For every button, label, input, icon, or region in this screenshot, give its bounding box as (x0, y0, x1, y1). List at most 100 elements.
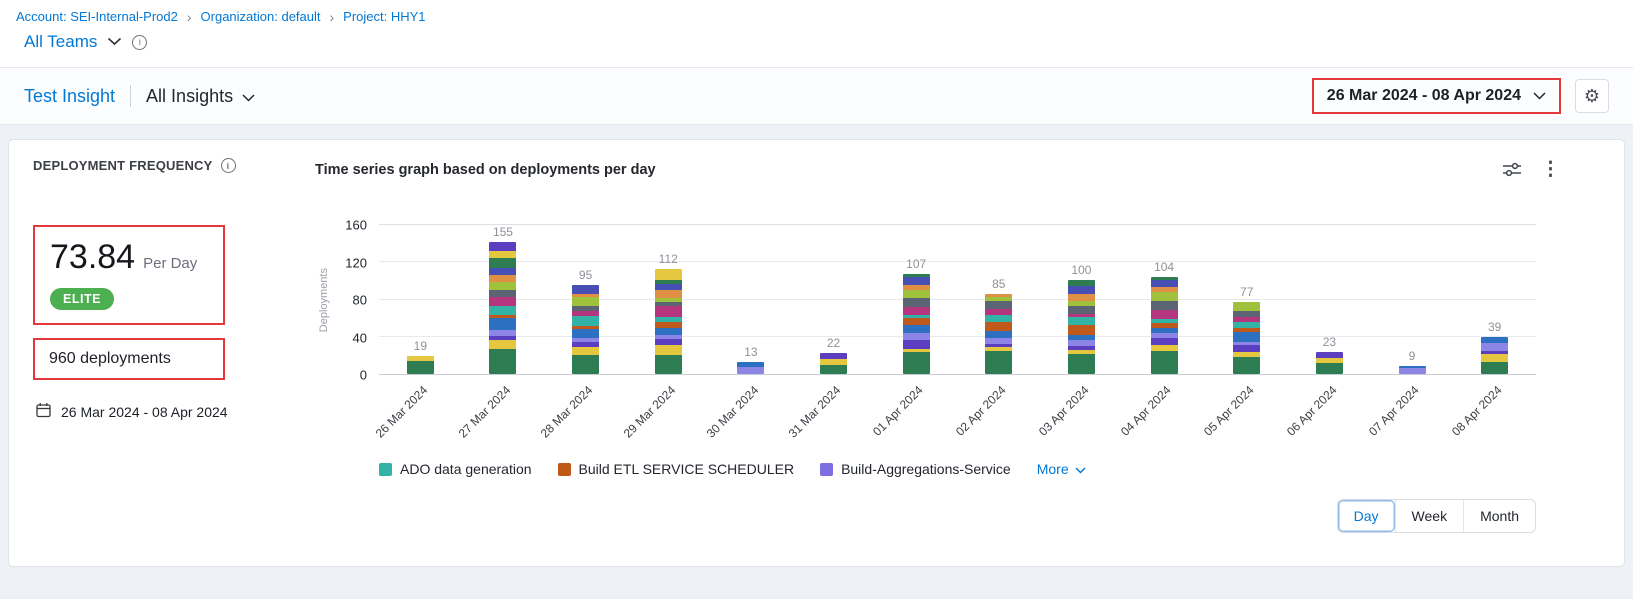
legend-swatch (820, 462, 834, 476)
bar-segment (1233, 332, 1261, 342)
bar-segment (1150, 327, 1178, 333)
bar-column[interactable]: 85 (957, 225, 1040, 374)
all-teams-selector[interactable]: All Teams (24, 32, 98, 51)
bar-segment (489, 336, 517, 341)
bar-value-label: 13 (744, 344, 758, 359)
bar-segment (1150, 300, 1178, 310)
bar-segment (1233, 310, 1261, 318)
bar-column[interactable]: 104 (1123, 225, 1206, 374)
bar-segment (1233, 357, 1261, 374)
insight-title-link[interactable]: Test Insight (24, 85, 116, 106)
bar-segment (1150, 309, 1178, 320)
bar-column[interactable]: 95 (544, 225, 627, 374)
legend-item: Build-Aggregations-Service (820, 461, 1011, 477)
breadcrumb-account-link[interactable]: Account: SEI-Internal-Prod2 (16, 9, 178, 24)
bar-column[interactable]: 22 (792, 225, 875, 374)
kebab-menu-icon[interactable]: ⋮ (1541, 159, 1560, 180)
bar-value-label: 85 (992, 277, 1006, 292)
bar-segment (406, 360, 434, 374)
bar-column[interactable]: 13 (710, 225, 793, 374)
breadcrumb-separator-icon: › (186, 8, 192, 25)
granularity-day-button[interactable]: Day (1337, 500, 1395, 532)
bar-value-label: 9 (1408, 348, 1416, 363)
bar-segment (985, 347, 1013, 352)
bar-value-label: 100 (1071, 263, 1092, 278)
date-range-selector[interactable]: 26 Mar 2024 - 08 Apr 2024 (1311, 78, 1561, 114)
gridline (379, 261, 1536, 263)
bar-segment (1481, 342, 1509, 351)
insight-toolbar: Test Insight All Insights 26 Mar 2024 - … (0, 68, 1633, 125)
info-icon[interactable]: i (132, 34, 148, 50)
bar-segment (902, 276, 930, 285)
bar-segment (489, 258, 517, 269)
toolbar-left: Test Insight All Insights (24, 85, 255, 107)
bar-segment (1233, 345, 1261, 352)
widget-date-range: 26 Mar 2024 - 08 Apr 2024 (33, 402, 301, 421)
insight-body: DEPLOYMENT FREQUENCY i 73.84 Per Day ELI… (0, 125, 1633, 581)
breadcrumb-project-link[interactable]: Project: HHY1 (343, 9, 426, 24)
legend-more-link[interactable]: More (1037, 461, 1086, 477)
bar-segment (572, 329, 600, 338)
chart-actions: ⋮ (1503, 160, 1560, 179)
granularity-week-button[interactable]: Week (1394, 500, 1464, 532)
stacked-bar (572, 285, 600, 374)
bar-column[interactable]: 39 (1453, 225, 1536, 374)
date-range-label: 26 Mar 2024 - 08 Apr 2024 (1326, 87, 1521, 104)
bar-segment (1398, 365, 1426, 369)
bar-column[interactable]: 100 (1040, 225, 1123, 374)
gear-icon: ⚙ (1583, 86, 1601, 106)
bar-segment (489, 340, 517, 350)
y-tick-label: 120 (345, 255, 367, 270)
bar-segment (902, 314, 930, 319)
filter-sliders-icon[interactable] (1503, 162, 1521, 177)
bar-column[interactable]: 77 (1205, 225, 1288, 374)
calendar-icon (36, 402, 51, 421)
bar-segment (654, 334, 682, 339)
legend-item: Build ETL SERVICE SCHEDULER (557, 461, 794, 477)
bar-column[interactable]: 9 (1371, 225, 1454, 374)
bar-value-label: 23 (1322, 335, 1337, 350)
bar-segment (489, 296, 517, 306)
app-header: Account: SEI-Internal-Prod2 › Organizati… (0, 0, 1633, 68)
bar-segment (902, 290, 930, 299)
legend-item: ADO data generation (379, 461, 532, 477)
bar-column[interactable]: 112 (627, 225, 710, 374)
widget-title: DEPLOYMENT FREQUENCY (33, 158, 213, 173)
insights-dropdown[interactable]: All Insights (146, 86, 255, 107)
chevron-down-icon (107, 33, 122, 51)
bar-value-label: 19 (413, 339, 427, 354)
granularity-month-button[interactable]: Month (1463, 500, 1535, 532)
stacked-bar (820, 353, 848, 374)
bar-segment (820, 353, 848, 359)
vertical-divider (130, 85, 132, 107)
bar-segment (572, 337, 600, 343)
breadcrumb-organization-link[interactable]: Organization: default (200, 9, 321, 24)
stacked-bar (985, 294, 1013, 374)
bar-segment (902, 318, 930, 326)
stacked-bar (489, 242, 517, 374)
y-axis-ticks: 0 40 80 120 160 (333, 218, 379, 383)
info-icon[interactable]: i (220, 158, 236, 173)
bar-value-label: 39 (1487, 320, 1502, 335)
bar-plot: 19 155 95 112 13 22 107 85 100 104 77 23 9 39 (379, 224, 1536, 375)
bar-segment (572, 342, 600, 347)
bar-segment (654, 327, 682, 335)
bar-segment (489, 306, 517, 315)
settings-button[interactable]: ⚙ (1575, 79, 1609, 113)
bar-segment (1315, 352, 1343, 359)
bar-column[interactable]: 107 (875, 225, 958, 374)
x-axis-label: 04 Apr 2024 (1118, 383, 1174, 439)
widget-chart-panel: Time series graph based on deployments p… (315, 158, 1600, 546)
metric-line: 73.84 Per Day (50, 238, 208, 277)
bar-segment (654, 280, 682, 284)
bar-segment (737, 366, 765, 374)
bar-column[interactable]: 19 (379, 225, 462, 374)
bar-segment (1233, 327, 1261, 333)
bar-segment (1067, 325, 1095, 335)
bar-segment (985, 337, 1013, 345)
stacked-bar (1481, 337, 1509, 374)
bar-segment (654, 317, 682, 323)
bar-column[interactable]: 155 (462, 225, 545, 374)
bar-column[interactable]: 23 (1288, 225, 1371, 374)
